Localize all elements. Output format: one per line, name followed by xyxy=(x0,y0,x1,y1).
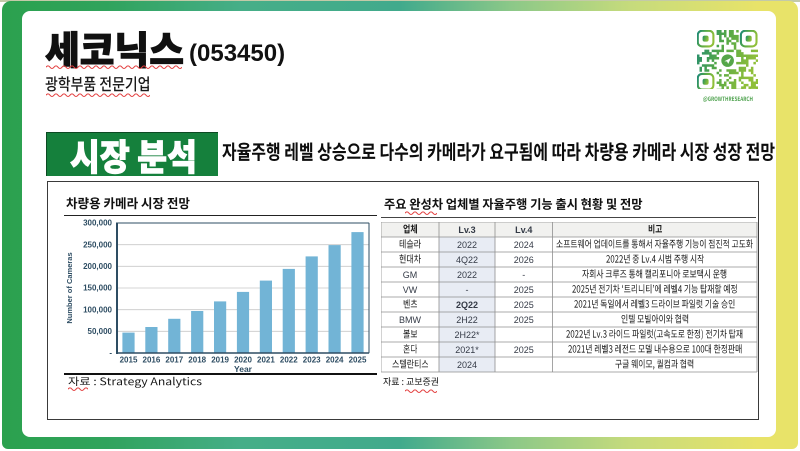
svg-text:2016: 2016 xyxy=(143,356,161,365)
svg-text:2023: 2023 xyxy=(303,356,321,365)
svg-text:2025: 2025 xyxy=(349,356,367,365)
svg-text:Number of Cameras: Number of Cameras xyxy=(65,252,74,323)
svg-text:2021: 2021 xyxy=(257,356,275,365)
svg-text:Year: Year xyxy=(234,364,253,374)
svg-text:2017: 2017 xyxy=(165,356,183,365)
svg-text:150,000: 150,000 xyxy=(83,284,112,293)
svg-text:50,000: 50,000 xyxy=(88,327,113,336)
svg-text:2015: 2015 xyxy=(120,356,138,365)
svg-text:2019: 2019 xyxy=(211,356,229,365)
svg-text:2024: 2024 xyxy=(326,356,344,365)
svg-text:2022: 2022 xyxy=(280,356,298,365)
svg-text:250,000: 250,000 xyxy=(83,240,112,249)
svg-text:100,000: 100,000 xyxy=(83,305,112,314)
svg-text:-: - xyxy=(109,349,112,358)
svg-text:300,000: 300,000 xyxy=(83,219,112,228)
svg-text:2020: 2020 xyxy=(234,356,252,365)
svg-text:200,000: 200,000 xyxy=(83,262,112,271)
svg-text:2018: 2018 xyxy=(188,356,206,365)
